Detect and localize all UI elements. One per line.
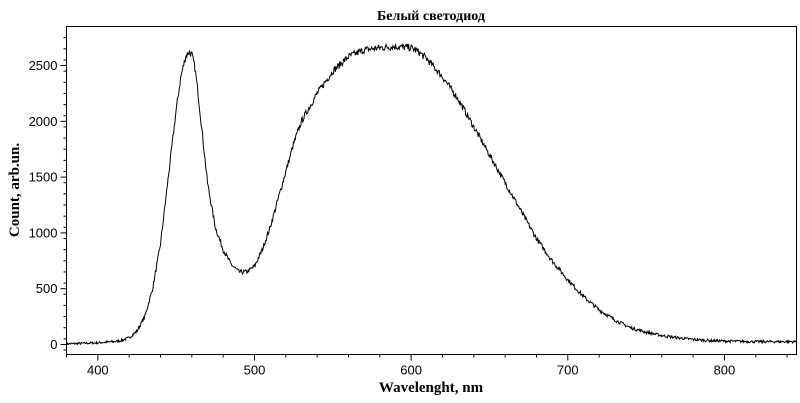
y-tick-label: 500 bbox=[36, 281, 58, 296]
x-axis-label: Wavelenght, nm bbox=[379, 380, 484, 396]
y-tick-label: 1500 bbox=[29, 170, 58, 185]
y-axis: 0 500 1000 1500 2000 2500 bbox=[29, 37, 67, 352]
y-tick-label: 1000 bbox=[29, 225, 58, 240]
y-tick-label: 2000 bbox=[29, 114, 58, 129]
y-tick-label: 0 bbox=[50, 337, 57, 352]
y-axis-label: Count, arb.un. bbox=[7, 143, 23, 237]
spectrum-line bbox=[66, 42, 797, 346]
x-tick-label: 400 bbox=[87, 363, 109, 378]
plot-frame bbox=[66, 26, 797, 355]
x-tick-label: 600 bbox=[400, 363, 422, 378]
x-axis: 400 500 600 700 800 bbox=[66, 354, 788, 378]
x-tick-label: 800 bbox=[714, 363, 736, 378]
x-tick-label: 500 bbox=[244, 363, 266, 378]
y-tick-label: 2500 bbox=[29, 58, 58, 73]
x-tick-label: 700 bbox=[557, 363, 579, 378]
chart-title: Белый светодиод bbox=[377, 9, 485, 24]
